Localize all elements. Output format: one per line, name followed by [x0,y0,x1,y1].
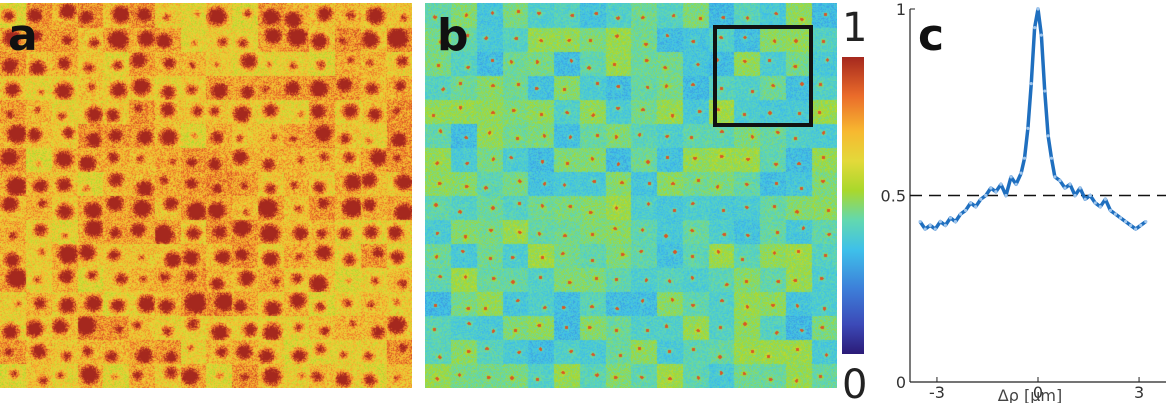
x-tick-label: -3 [929,383,945,402]
highlight-box-layer [713,25,813,127]
series-point [1139,223,1143,227]
series-point [1046,134,1050,138]
series-point [1129,223,1133,227]
series-point [974,205,978,209]
series-point [943,223,947,227]
panel-label-b: b [437,10,469,61]
colorbar [842,57,864,354]
series-point [938,220,942,224]
panel-a-tile-mosaic [0,3,412,388]
y-tick-label: 1 [896,0,906,19]
series-point [1029,82,1033,86]
series-point [963,208,968,213]
series-point [979,197,983,201]
series-point [1039,33,1043,37]
series-point [1058,178,1062,183]
panel-b-tile-mosaic [425,3,837,388]
y-tick-label: 0.5 [881,187,906,206]
series-point [1088,193,1092,198]
series-point [1113,212,1118,216]
panel-label-a: a [8,10,38,61]
mosaic-a-canvas [0,3,412,388]
series-point [1123,220,1128,224]
series-point [958,212,963,216]
series-point [1004,193,1008,198]
series-point [1049,156,1054,160]
series-point [928,223,932,227]
series-point [1009,175,1013,179]
series-point [1098,205,1102,209]
colorbar-min-label: 0 [842,362,868,408]
panel-label-c: c [918,10,945,61]
series-point [1083,197,1087,201]
series-point [1063,186,1067,190]
series-point [923,227,927,231]
series-point [969,201,973,205]
highlight-box [713,25,813,127]
series-point [984,193,988,198]
series-point [1036,7,1040,11]
series-point [1043,89,1047,93]
plot-series [918,7,1148,231]
series-point [1014,182,1018,186]
series-point [1103,197,1107,201]
plot-axes: 0 0.5 1 -3 0 3 Δρ [μm] [881,0,1166,403]
colorbar-max-label: 1 [842,5,868,51]
series-point [1026,126,1030,130]
series-point [1053,175,1057,179]
series-point [1022,156,1027,160]
series-point [1093,201,1097,205]
series-point [989,186,993,190]
series-point [994,190,998,194]
series-point [1019,171,1023,175]
line-plot-c: 0 0.5 1 -3 0 3 Δρ [μm] [881,0,1166,403]
series-point [1118,216,1123,220]
y-tick-label: 0 [896,373,906,392]
series-point [1134,227,1138,231]
series-point [953,220,958,224]
x-tick-label: 3 [1134,383,1144,402]
series-point [948,216,953,220]
x-axis-label: Δρ [μm] [998,386,1062,403]
mosaic-b-canvas [425,3,837,388]
series-point [1144,220,1148,224]
series-point [1078,186,1082,190]
series-point [933,227,937,231]
series-point [1073,193,1077,198]
series-point [999,182,1003,186]
series-point [918,220,922,224]
x-tick-label: 0 [1033,383,1043,402]
series-point [1108,208,1113,213]
series-point [1033,26,1037,30]
series-point [1068,182,1072,186]
